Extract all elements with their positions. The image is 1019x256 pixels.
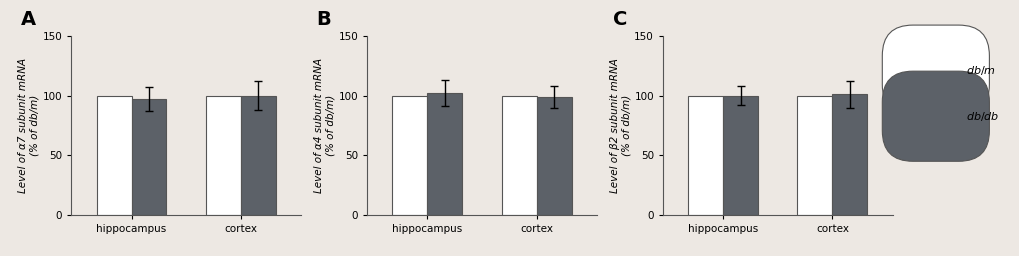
FancyBboxPatch shape	[881, 25, 988, 115]
Y-axis label: Level of α7 subunit mRNA
(% of db/m): Level of α7 subunit mRNA (% of db/m)	[18, 58, 40, 193]
Bar	[832, 94, 866, 215]
Bar	[722, 95, 757, 215]
Bar	[240, 95, 275, 215]
Text: $db/db$: $db/db$	[965, 110, 999, 123]
Bar	[131, 99, 166, 215]
Bar	[97, 95, 131, 215]
Y-axis label: Level of β2 subunit mRNA
(% of db/m): Level of β2 subunit mRNA (% of db/m)	[609, 58, 631, 193]
Bar	[688, 95, 722, 215]
FancyBboxPatch shape	[881, 71, 988, 161]
Bar	[427, 93, 462, 215]
Text: B: B	[316, 10, 331, 29]
Bar	[206, 95, 240, 215]
Y-axis label: Level of α4 subunit mRNA
(% of db/m): Level of α4 subunit mRNA (% of db/m)	[314, 58, 335, 193]
Bar	[536, 97, 571, 215]
Text: A: A	[20, 10, 36, 29]
Bar	[392, 95, 427, 215]
Text: C: C	[612, 10, 627, 29]
Bar	[501, 95, 536, 215]
Text: $db/m$: $db/m$	[965, 64, 995, 77]
Bar	[797, 95, 832, 215]
